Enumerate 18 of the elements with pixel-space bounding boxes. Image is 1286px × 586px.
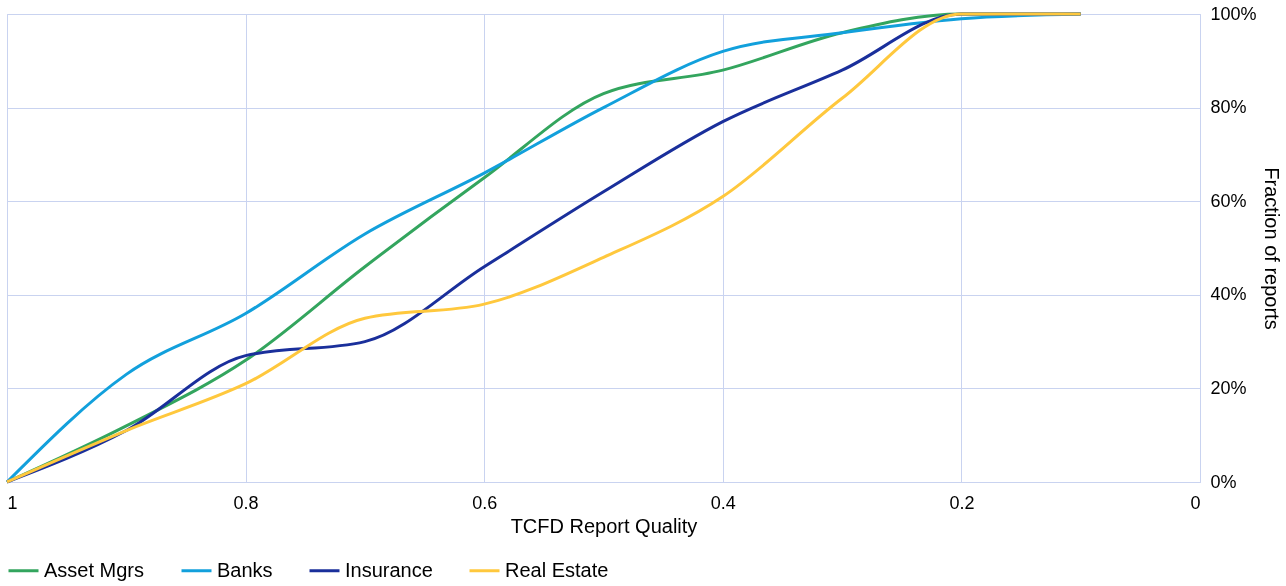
y-tick-label: 80% <box>1210 97 1247 118</box>
x-axis-title: TCFD Report Quality <box>510 514 698 537</box>
x-tick-label: 0.6 <box>472 492 498 513</box>
x-tick-label: 0.2 <box>949 492 975 513</box>
y-tick-label: 20% <box>1210 377 1247 398</box>
y-tick-label: 0% <box>1210 471 1237 492</box>
x-tick-label: 1 <box>7 492 18 513</box>
legend-label: Banks <box>217 558 273 581</box>
x-tick-label: 0.4 <box>710 492 736 513</box>
legend-label: Real Estate <box>505 558 609 581</box>
legend-label: Asset Mgrs <box>44 558 145 581</box>
x-tick-label: 0.8 <box>233 492 259 513</box>
legend-label: Insurance <box>345 558 433 581</box>
y-tick-label: 40% <box>1210 284 1247 305</box>
y-tick-label: 100% <box>1210 3 1257 24</box>
y-axis-title: Fraction of reports <box>1260 167 1283 330</box>
y-tick-label: 60% <box>1210 190 1247 211</box>
x-tick-label: 0 <box>1190 492 1201 513</box>
